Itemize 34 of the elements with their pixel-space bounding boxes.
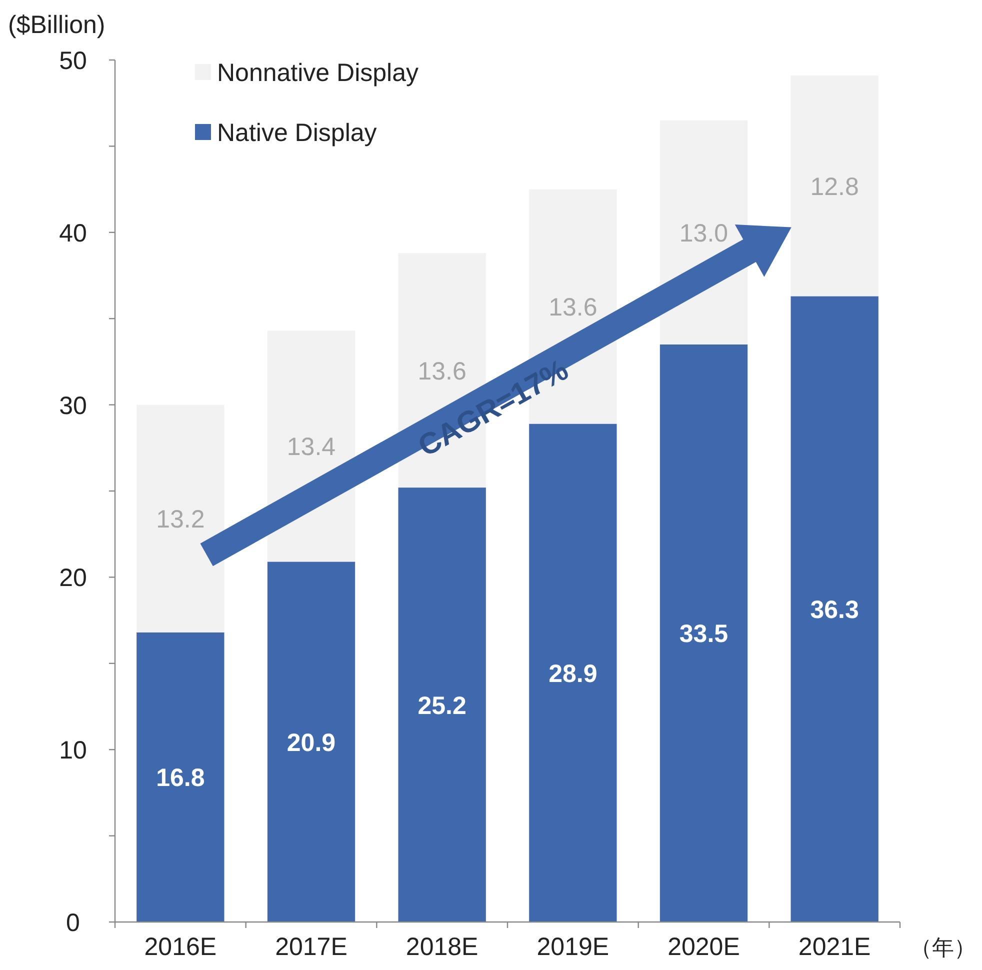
x-axis-title: （年） bbox=[910, 935, 976, 960]
x-tick-label: 2018E bbox=[406, 933, 478, 961]
x-tick-label: 2017E bbox=[275, 933, 348, 961]
data-label: 20.9 bbox=[286, 728, 336, 757]
bar bbox=[267, 562, 356, 922]
bar bbox=[790, 76, 878, 296]
data-label: 13.6 bbox=[548, 294, 598, 322]
y-tick-label: 50 bbox=[59, 47, 87, 75]
x-tick-label: 2019E bbox=[536, 933, 610, 961]
data-label: 13.0 bbox=[679, 219, 728, 248]
data-label: 36.3 bbox=[810, 596, 859, 624]
bar bbox=[136, 632, 224, 922]
data-label: 13.2 bbox=[156, 506, 205, 534]
y-tick-label: 40 bbox=[59, 219, 87, 248]
y-tick-label: 10 bbox=[59, 736, 87, 765]
data-label: 16.8 bbox=[156, 764, 205, 792]
bar bbox=[660, 344, 748, 922]
y-tick-label: 20 bbox=[59, 564, 87, 592]
bar bbox=[136, 404, 224, 632]
bar bbox=[398, 488, 486, 922]
data-label: 28.9 bbox=[548, 660, 598, 688]
x-tick-label: 2016E bbox=[144, 933, 217, 961]
y-tick-label: 0 bbox=[66, 909, 80, 937]
data-label: 13.4 bbox=[286, 433, 336, 462]
legend-item: Native Display bbox=[195, 119, 377, 147]
data-label: 12.8 bbox=[810, 172, 859, 201]
x-tick-label: 2021E bbox=[798, 933, 871, 961]
y-tick-label: 30 bbox=[59, 392, 87, 420]
y-axis-title: ($Billion) bbox=[8, 11, 106, 39]
data-label: 33.5 bbox=[679, 620, 728, 648]
data-label: 25.2 bbox=[418, 692, 466, 720]
legend-item: Nonnative Display bbox=[195, 59, 418, 87]
x-tick-label: 2020E bbox=[668, 933, 740, 961]
bar bbox=[790, 296, 878, 922]
